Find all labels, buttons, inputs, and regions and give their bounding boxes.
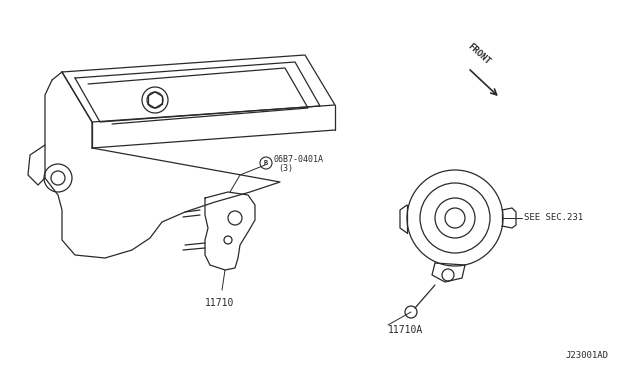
Text: 06B7-0401A: 06B7-0401A xyxy=(274,155,324,164)
Text: 11710A: 11710A xyxy=(388,325,423,335)
Text: FRONT: FRONT xyxy=(466,41,492,66)
Text: 11710: 11710 xyxy=(205,298,235,308)
Text: (3): (3) xyxy=(278,164,293,173)
Text: J23001AD: J23001AD xyxy=(565,351,608,360)
Text: SEE SEC.231: SEE SEC.231 xyxy=(524,214,583,222)
Text: B: B xyxy=(264,160,268,166)
